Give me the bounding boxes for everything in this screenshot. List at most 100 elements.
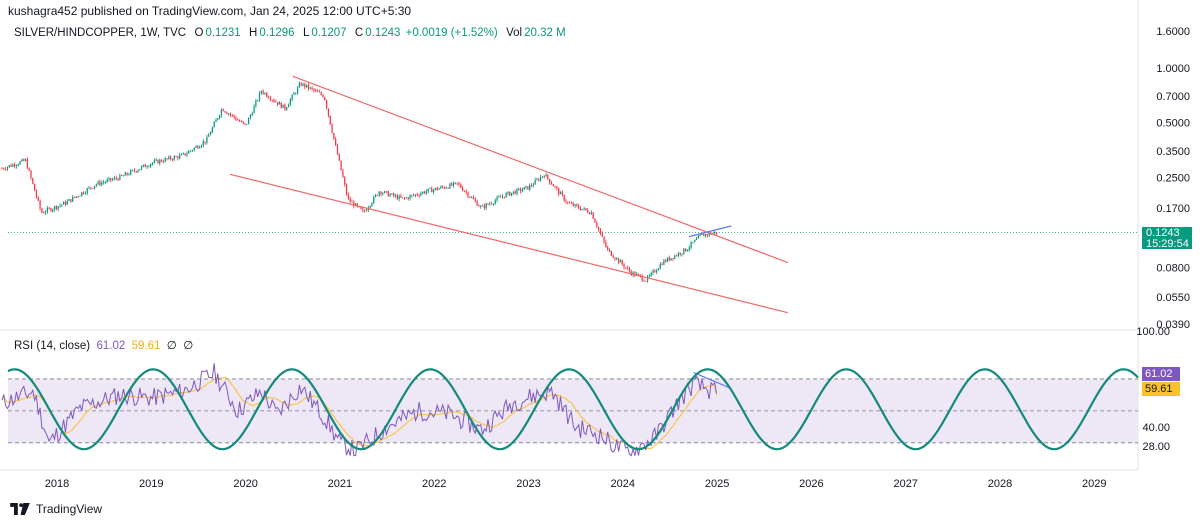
candle-body <box>110 178 112 181</box>
candle-body <box>10 165 12 167</box>
candle-body <box>349 198 351 202</box>
candle <box>146 165 148 170</box>
candle-body <box>342 170 344 178</box>
candle-body <box>695 238 698 240</box>
candle <box>12 163 14 168</box>
candle-body <box>73 196 76 198</box>
candle-body <box>146 166 148 168</box>
candle <box>538 177 540 182</box>
candle <box>184 153 186 156</box>
candle <box>429 187 431 190</box>
candle <box>414 194 417 198</box>
candle <box>23 158 25 162</box>
candle <box>282 104 284 108</box>
candle-body <box>429 188 431 189</box>
candle <box>692 242 694 244</box>
candle <box>86 187 88 196</box>
symbol-label[interactable]: SILVER/HINDCOPPER, 1W, TVC <box>14 27 187 39</box>
candle-body <box>556 186 558 189</box>
candle <box>641 274 643 283</box>
candle-body <box>124 172 126 176</box>
rsi-trendline-blue <box>693 371 732 390</box>
candle-body <box>403 197 406 199</box>
candle <box>503 196 505 199</box>
candle-body <box>113 177 116 180</box>
candle-body <box>530 185 533 186</box>
candle <box>494 198 496 205</box>
candle <box>32 177 34 185</box>
candle <box>255 98 257 109</box>
candle <box>24 158 27 162</box>
candle <box>262 89 264 96</box>
candle <box>467 191 469 199</box>
candle-body <box>703 233 705 237</box>
candle-body <box>639 274 641 277</box>
candle-body <box>423 191 426 194</box>
candle-body <box>226 112 228 114</box>
candle-body <box>295 93 297 94</box>
candle <box>345 183 348 196</box>
candle-body <box>543 176 545 178</box>
rsi-title[interactable]: RSI (14, close) <box>14 340 91 352</box>
candle-body <box>21 159 23 162</box>
candle-body <box>233 115 235 118</box>
candle-body <box>568 202 571 204</box>
candle <box>342 168 344 178</box>
candle <box>373 195 375 205</box>
candle-body <box>552 184 554 187</box>
candle-body <box>501 196 504 198</box>
candle <box>623 262 625 270</box>
candle <box>92 187 94 189</box>
candle <box>240 119 243 123</box>
candle <box>3 167 5 171</box>
footer-brand[interactable]: TradingView <box>36 502 103 516</box>
candle <box>400 193 402 199</box>
candle <box>596 220 598 229</box>
candle <box>84 191 87 195</box>
candle <box>347 192 349 201</box>
candle-body <box>273 100 275 102</box>
price-axis-tick: 0.1700 <box>1156 203 1190 215</box>
candle <box>585 208 587 211</box>
candle-body <box>287 104 290 108</box>
candle-body <box>32 177 34 184</box>
candle-body <box>538 179 540 181</box>
candle <box>565 198 567 204</box>
candle <box>30 169 32 180</box>
candle <box>14 162 16 169</box>
candle <box>64 200 67 207</box>
candle-body <box>650 272 652 276</box>
candle-body <box>603 236 605 242</box>
price-axis-tick: 1.6000 <box>1156 26 1190 38</box>
candle <box>492 202 495 207</box>
candle <box>681 253 683 257</box>
candle <box>545 172 547 177</box>
candle-body <box>581 209 583 211</box>
candle <box>311 86 313 91</box>
candle <box>247 117 250 125</box>
candle-body <box>260 91 262 93</box>
candle-body <box>220 109 223 116</box>
candle <box>654 269 656 273</box>
candle-body <box>155 159 157 161</box>
candle <box>666 257 669 263</box>
candle <box>106 177 108 184</box>
candle <box>316 89 319 92</box>
high-value: 0.1296 <box>259 27 295 39</box>
candle <box>228 112 230 116</box>
tradingview-logo-icon[interactable] <box>10 503 30 515</box>
candle-body <box>238 120 241 122</box>
candle-body <box>641 276 643 281</box>
candle-body <box>316 90 319 92</box>
candle <box>465 189 467 195</box>
candle-body <box>447 187 449 189</box>
candle-body <box>97 181 99 185</box>
candle <box>189 150 192 153</box>
candle-body <box>222 109 224 112</box>
candle-body <box>514 191 516 194</box>
candle-body <box>532 184 534 186</box>
candle-body <box>298 83 301 88</box>
candle-body <box>708 232 710 236</box>
candle-body <box>324 97 326 101</box>
